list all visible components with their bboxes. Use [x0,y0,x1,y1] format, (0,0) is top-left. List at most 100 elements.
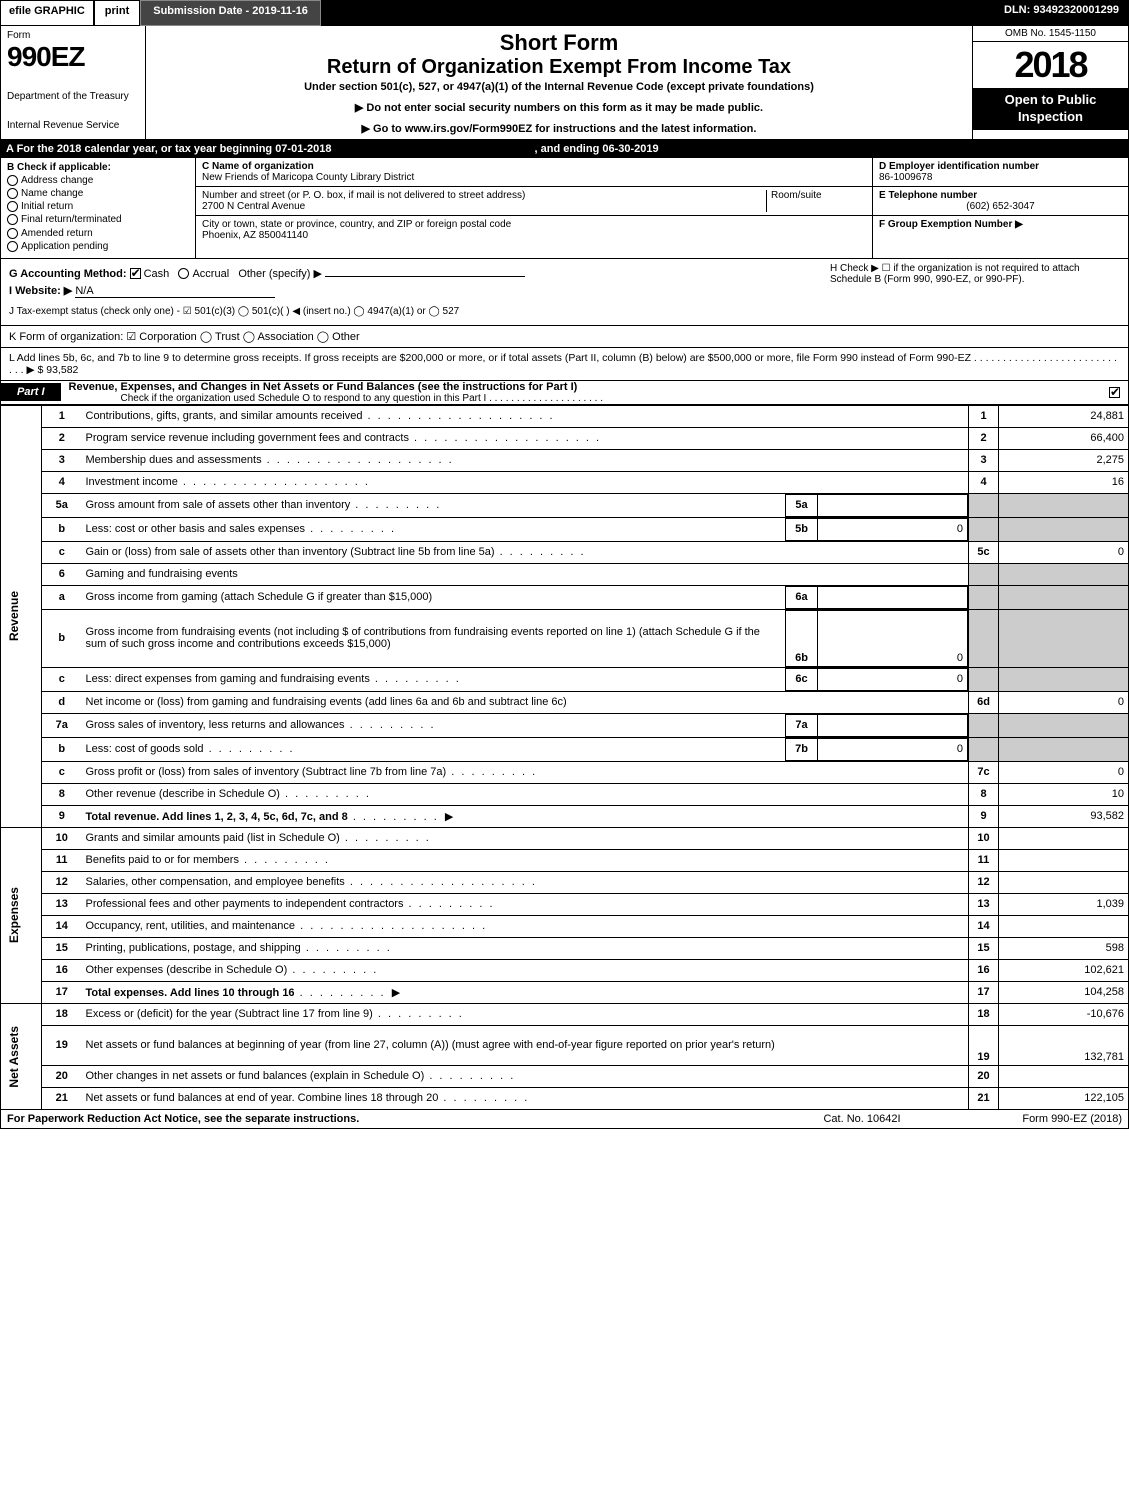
form-word: Form [7,30,139,41]
line-4-desc: Investment income [82,471,969,493]
line-19-desc: Net assets or fund balances at beginning… [82,1025,969,1065]
cb-final-return[interactable]: Final return/terminated [7,214,189,225]
goto-link[interactable]: ▶ Go to www.irs.gov/Form990EZ for instru… [156,122,962,135]
cb-name-change[interactable]: Name change [7,188,189,199]
line-l: L Add lines 5b, 6c, and 7b to line 9 to … [0,348,1129,381]
line-6c-desc: Less: direct expenses from gaming and fu… [82,668,786,690]
line-11-desc: Benefits paid to or for members [82,849,969,871]
line-5c-value: 0 [999,541,1129,563]
line-6a-value [818,586,968,608]
lines-table: Revenue 1Contributions, gifts, grants, a… [0,405,1129,1110]
line-6d-desc: Net income or (loss) from gaming and fun… [82,691,969,713]
part-1-checkbox[interactable] [1109,387,1120,398]
omb-number: OMB No. 1545-1150 [973,26,1128,42]
part-1-tag: Part I [1,383,61,401]
line-20-value [999,1065,1129,1087]
col-b-title: B Check if applicable: [7,162,189,173]
line-7b-value: 0 [818,738,968,760]
phone-value: (602) 652-3047 [879,201,1122,212]
line-7b-desc: Less: cost of goods sold [82,738,786,760]
page-footer: For Paperwork Reduction Act Notice, see … [0,1110,1129,1129]
line-6-desc: Gaming and fundraising events [82,563,969,585]
efile-label: efile GRAPHIC [0,0,94,26]
footer-formref: Form 990-EZ (2018) [962,1113,1122,1125]
part-1-title: Revenue, Expenses, and Changes in Net As… [61,381,1104,393]
ein-label: D Employer identification number [879,161,1122,172]
line-g: G Accounting Method: Cash Accrual Other … [9,267,820,280]
line-16-value: 102,621 [999,959,1129,981]
return-title: Return of Organization Exempt From Incom… [156,56,962,79]
line-17-desc: Total expenses. Add lines 10 through 16 … [82,981,969,1003]
top-bar: efile GRAPHIC print Submission Date - 20… [0,0,1129,26]
group-exemption-label: F Group Exemption Number ▶ [879,219,1122,230]
line-1-value: 24,881 [999,405,1129,427]
cb-amended-return[interactable]: Amended return [7,228,189,239]
line-2-desc: Program service revenue including govern… [82,427,969,449]
line-5b-desc: Less: cost or other basis and sales expe… [82,518,786,540]
line-5c-desc: Gain or (loss) from sale of assets other… [82,541,969,563]
phone-label: E Telephone number [879,190,1122,201]
column-c: C Name of organization New Friends of Ma… [196,158,873,258]
line-11-value [999,849,1129,871]
cb-cash[interactable] [130,268,141,279]
line-7a-desc: Gross sales of inventory, less returns a… [82,714,786,736]
line-6c-value: 0 [818,668,968,690]
tax-year: 2018 [973,42,1128,88]
open-public: Open to Public Inspection [973,88,1128,130]
revenue-section-label: Revenue [5,587,23,645]
under-section: Under section 501(c), 527, or 4947(a)(1)… [156,81,962,93]
line-3-desc: Membership dues and assessments [82,449,969,471]
submission-date: Submission Date - 2019-11-16 [140,0,321,26]
line-20-desc: Other changes in net assets or fund bala… [82,1065,969,1087]
org-name-label: C Name of organization [202,161,866,172]
form-header: Form 990EZ Department of the Treasury In… [0,26,1129,140]
line-17-value: 104,258 [999,981,1129,1003]
line-j: J Tax-exempt status (check only one) - ☑… [9,306,1120,317]
cb-accrual[interactable] [178,268,189,279]
print-button[interactable]: print [94,0,140,26]
part-1-sub: Check if the organization used Schedule … [61,393,1104,404]
dept-treasury: Department of the Treasury [7,91,139,102]
expenses-section-label: Expenses [5,883,23,947]
ein-value: 86-1009678 [879,172,1122,183]
line-4-value: 16 [999,471,1129,493]
line-12-value [999,871,1129,893]
line-7c-value: 0 [999,761,1129,783]
period-begin: A For the 2018 calendar year, or tax yea… [6,143,331,155]
cb-application-pending[interactable]: Application pending [7,241,189,252]
line-15-value: 598 [999,937,1129,959]
misc-block: G Accounting Method: Cash Accrual Other … [0,259,1129,326]
line-1-desc: Contributions, gifts, grants, and simila… [82,405,969,427]
cb-initial-return[interactable]: Initial return [7,201,189,212]
line-16-desc: Other expenses (describe in Schedule O) [82,959,969,981]
short-form-title: Short Form [156,30,962,56]
footer-catno: Cat. No. 10642I [762,1113,962,1125]
line-3-value: 2,275 [999,449,1129,471]
netassets-section-label: Net Assets [5,1022,23,1092]
line-18-desc: Excess or (deficit) for the year (Subtra… [82,1003,969,1025]
website-value: N/A [75,285,275,298]
city-value: Phoenix, AZ 850041140 [202,230,866,241]
period-bar: A For the 2018 calendar year, or tax yea… [0,140,1129,158]
cb-address-change[interactable]: Address change [7,175,189,186]
line-7c-desc: Gross profit or (loss) from sales of inv… [82,761,969,783]
line-21-desc: Net assets or fund balances at end of ye… [82,1087,969,1109]
street-value: 2700 N Central Avenue [202,201,766,212]
line-19-value: 132,781 [999,1025,1129,1065]
line-15-desc: Printing, publications, postage, and shi… [82,937,969,959]
org-name: New Friends of Maricopa County Library D… [202,172,866,183]
line-6b-desc: Gross income from fundraising events (no… [82,610,786,666]
line-5b-value: 0 [818,518,968,540]
line-8-desc: Other revenue (describe in Schedule O) [82,783,969,805]
line-12-desc: Salaries, other compensation, and employ… [82,871,969,893]
line-10-value [999,827,1129,849]
line-9-desc: Total revenue. Add lines 1, 2, 3, 4, 5c,… [82,805,969,827]
line-14-desc: Occupancy, rent, utilities, and maintena… [82,915,969,937]
form-number: 990EZ [7,41,139,73]
line-6d-value: 0 [999,691,1129,713]
column-b: B Check if applicable: Address change Na… [1,158,196,258]
line-5a-desc: Gross amount from sale of assets other t… [82,494,786,516]
line-21-value: 122,105 [999,1087,1129,1109]
line-13-desc: Professional fees and other payments to … [82,893,969,915]
column-d: D Employer identification number 86-1009… [873,158,1128,258]
